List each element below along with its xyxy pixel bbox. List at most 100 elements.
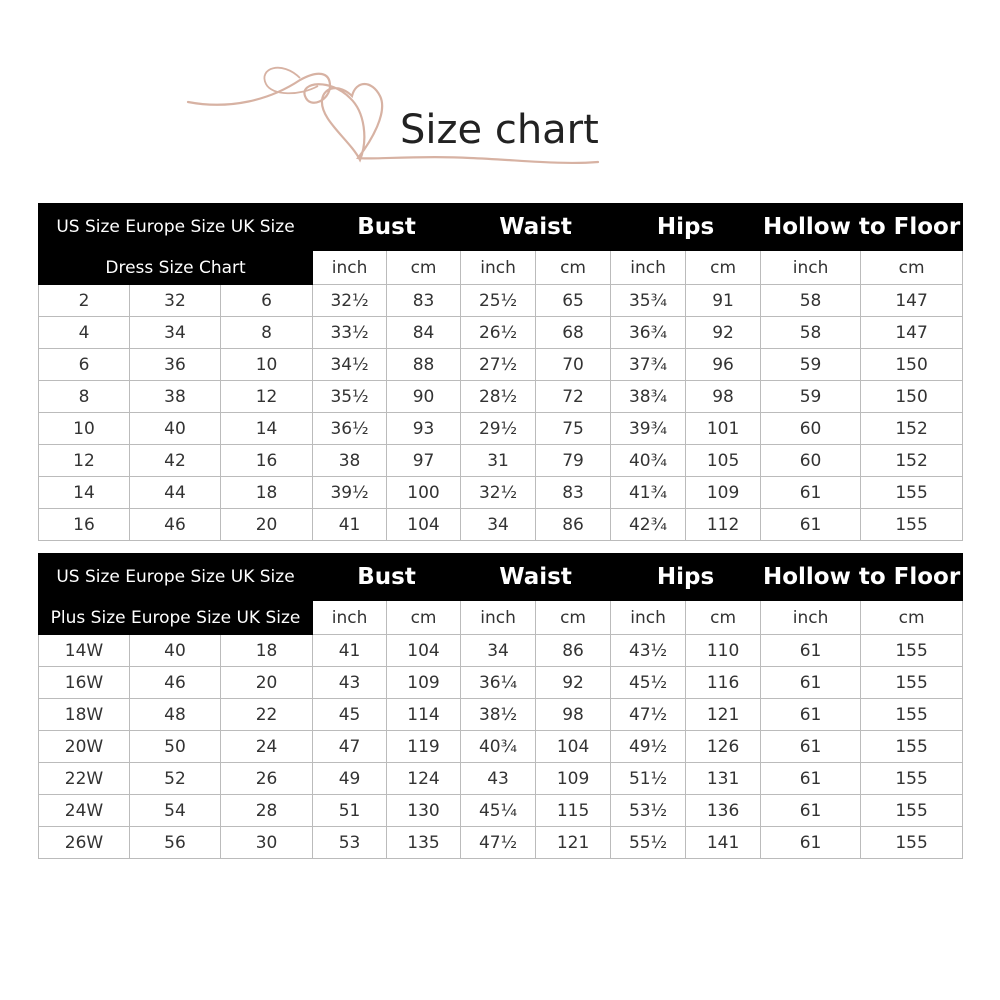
cell: 14: [38, 476, 130, 509]
cell: 22W: [38, 762, 130, 795]
cell: 25½: [460, 284, 537, 317]
cell: 40: [129, 634, 221, 667]
cell: 58: [760, 284, 862, 317]
unit-cell: inch: [312, 250, 388, 285]
cell: 61: [760, 730, 862, 763]
unit-cell: cm: [860, 250, 964, 285]
header-cell: Hollow to Floor: [760, 203, 964, 251]
cell: 79: [535, 444, 612, 477]
unit-cell: inch: [760, 600, 862, 635]
unit-cell: cm: [860, 600, 964, 635]
cell: 38: [129, 380, 221, 413]
unit-cell: inch: [460, 250, 537, 285]
cell: 65: [535, 284, 612, 317]
unit-cell: cm: [386, 600, 462, 635]
table-body: US Size Europe Size UK Size Bust Waist Hips…: [37, 553, 964, 859]
cell: 46: [129, 508, 221, 541]
header-cell: Hollow to Floor: [760, 553, 964, 601]
cell: 93: [386, 412, 462, 445]
data-row: 6 36 10 34½ 88 27½ 70 37¾ 96 59 150: [38, 348, 964, 381]
cell: 104: [386, 634, 462, 667]
cell: 60: [760, 412, 862, 445]
cell: 20W: [38, 730, 130, 763]
header-cell: Hips: [610, 203, 762, 251]
cell: 36: [129, 348, 221, 381]
cell: 8: [219, 316, 314, 349]
cell: 86: [535, 508, 612, 541]
cell: 6: [219, 284, 314, 317]
data-row: 8 38 12 35½ 90 28½ 72 38¾ 98 59 150: [38, 380, 964, 413]
cell: 43: [460, 762, 537, 795]
cell: 152: [860, 444, 964, 477]
cell: 75: [535, 412, 612, 445]
cell: 60: [760, 444, 862, 477]
cell: 42¾: [610, 508, 687, 541]
subheader-row: Dress Size Chart inch cm inch cm inch cm inch cm: [37, 250, 964, 285]
cell: 18W: [38, 698, 130, 731]
cell: 18: [219, 634, 314, 667]
cell: 26½: [460, 316, 537, 349]
cell: 155: [860, 730, 964, 763]
cell: 109: [386, 666, 462, 699]
unit-cell: inch: [760, 250, 862, 285]
cell: 10: [38, 412, 130, 445]
cell: 68: [535, 316, 612, 349]
data-row: 16 46 20 41 104 34 86 42¾ 112 61 155: [38, 508, 964, 541]
cell: 61: [760, 698, 862, 731]
unit-cell: inch: [460, 600, 537, 635]
cell: 104: [386, 508, 462, 541]
cell: 33½: [312, 316, 388, 349]
cell: 51½: [610, 762, 687, 795]
cell: 40¾: [460, 730, 537, 763]
header-cell: Waist: [460, 203, 612, 251]
cell: 155: [860, 666, 964, 699]
cell: 88: [386, 348, 462, 381]
cell: 24W: [38, 794, 130, 827]
cell: 96: [685, 348, 762, 381]
size-table: US Size Europe Size UK Size Bust Waist Hips…: [37, 203, 964, 541]
cell: 41: [312, 508, 388, 541]
data-row: 14W 40 18 41 104 34 86 43½ 110 61 155: [38, 634, 964, 667]
cell: 34: [129, 316, 221, 349]
cell: 47: [312, 730, 388, 763]
data-row: 2 32 6 32½ 83 25½ 65 35¾ 91 58 147: [38, 284, 964, 317]
table-body: US Size Europe Size UK Size Bust Waist Hips…: [37, 203, 964, 541]
cell: 155: [860, 634, 964, 667]
cell: 46: [129, 666, 221, 699]
cell: 130: [386, 794, 462, 827]
cell: 112: [685, 508, 762, 541]
cell: 39½: [312, 476, 388, 509]
cell: 27½: [460, 348, 537, 381]
cell: 59: [760, 348, 862, 381]
cell: 55½: [610, 826, 687, 859]
cell: 90: [386, 380, 462, 413]
cell: 92: [685, 316, 762, 349]
cell: 37¾: [610, 348, 687, 381]
data-row: 16W 46 20 43 109 36¼ 92 45½ 116 61 155: [38, 666, 964, 699]
cell: 34½: [312, 348, 388, 381]
cell: 109: [685, 476, 762, 509]
cell: 70: [535, 348, 612, 381]
cell: 152: [860, 412, 964, 445]
data-row: 18W 48 22 45 114 38½ 98 47½ 121 61 155: [38, 698, 964, 731]
unit-cell: cm: [386, 250, 462, 285]
cell: 114: [386, 698, 462, 731]
cell: 45: [312, 698, 388, 731]
cell: 83: [535, 476, 612, 509]
unit-cell: cm: [535, 600, 612, 635]
cell: 8: [38, 380, 130, 413]
header-cell: US Size Europe Size UK Size: [37, 203, 314, 251]
cell: 36½: [312, 412, 388, 445]
data-row: 4 34 8 33½ 84 26½ 68 36¾ 92 58 147: [38, 316, 964, 349]
cell: 26W: [38, 826, 130, 859]
cell: 105: [685, 444, 762, 477]
cell: 86: [535, 634, 612, 667]
cell: 38½: [460, 698, 537, 731]
cell: 26: [219, 762, 314, 795]
cell: 50: [129, 730, 221, 763]
cell: 10: [219, 348, 314, 381]
header-cell: US Size Europe Size UK Size: [37, 553, 314, 601]
cell: 98: [535, 698, 612, 731]
cell: 42: [129, 444, 221, 477]
